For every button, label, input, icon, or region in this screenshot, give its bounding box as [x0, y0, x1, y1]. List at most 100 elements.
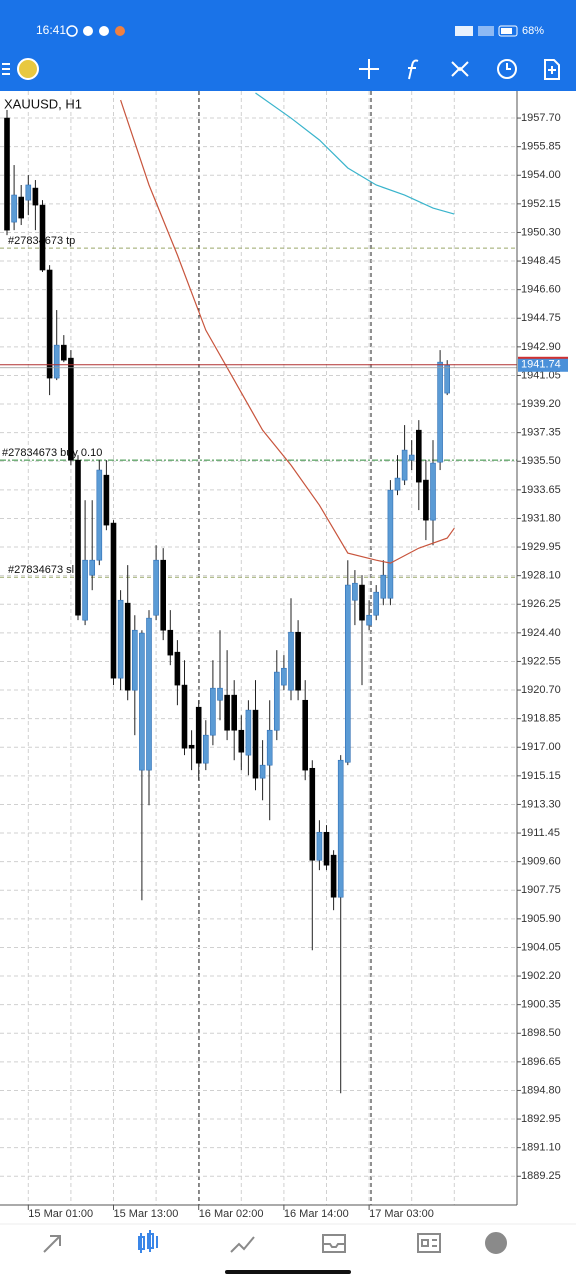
candle-body [302, 699, 309, 771]
x-tick-label: 16 Mar 14:00 [284, 1208, 349, 1220]
candle-body [366, 614, 372, 626]
candle-body [224, 694, 230, 731]
candle-body [210, 687, 216, 736]
candle-body [344, 584, 351, 763]
candle-body [359, 584, 365, 621]
y-tick-label: 1929.95 [521, 541, 561, 553]
candle-body [174, 651, 181, 686]
y-tick-label: 1926.25 [521, 598, 561, 610]
candle-body [415, 429, 422, 483]
timeframe-button[interactable] [497, 59, 517, 79]
candle-body [380, 574, 387, 599]
objects-button[interactable] [451, 61, 469, 77]
y-tick-label: 1911.45 [521, 827, 560, 839]
y-tick-label: 1937.35 [521, 427, 561, 439]
candle-body [124, 602, 131, 691]
order-level-label: #27834673 sl [8, 564, 74, 576]
price-label-top [518, 356, 568, 359]
y-tick-label: 1942.90 [521, 341, 561, 353]
y-tick-label: 1898.50 [521, 1027, 561, 1039]
y-tick-label: 1892.95 [521, 1113, 561, 1125]
y-tick-label: 1889.25 [521, 1170, 561, 1182]
moving-average [255, 92, 455, 215]
candle-body [18, 196, 25, 219]
y-tick-label: 1902.20 [521, 970, 561, 982]
candle-body [75, 459, 81, 616]
x-tick-label: 15 Mar 13:00 [114, 1208, 179, 1220]
candle-body [309, 767, 316, 861]
y-tick-label: 1954.00 [521, 169, 561, 181]
y-tick-label: 1891.10 [521, 1142, 561, 1154]
quotes-tab[interactable] [43, 1235, 61, 1253]
news-tab[interactable] [417, 1233, 441, 1253]
candle-body [238, 729, 245, 753]
y-tick-label: 1920.70 [521, 684, 561, 696]
y-tick-label: 1935.50 [521, 455, 561, 467]
candle-body [217, 687, 223, 701]
y-tick-label: 1946.60 [521, 284, 561, 296]
candle-body [53, 344, 60, 379]
y-tick-label: 1917.00 [521, 741, 561, 753]
candle-body [231, 694, 237, 731]
candle-body [373, 591, 380, 616]
battery: 68% [522, 25, 544, 37]
candle-body [195, 706, 202, 764]
candle-body [82, 559, 88, 621]
candle-body [60, 344, 67, 361]
candle-body [32, 187, 39, 206]
y-tick-label: 1928.10 [521, 570, 561, 582]
price-label: 1941.74 [521, 359, 561, 371]
bottom-nav [43, 1230, 507, 1254]
chart-tab[interactable] [138, 1230, 158, 1253]
price-label-box [518, 357, 568, 372]
y-tick-label: 1948.45 [521, 255, 561, 267]
candle-body [259, 764, 266, 779]
candle-body [25, 184, 32, 201]
candle-body [96, 469, 103, 561]
y-tick-label: 1909.60 [521, 856, 561, 868]
candle-body [68, 357, 74, 461]
candle-body [288, 631, 294, 691]
home-indicator [225, 1270, 351, 1274]
candle-body [117, 599, 124, 679]
candle-body [11, 194, 17, 223]
x-tick-label: 15 Mar 01:00 [28, 1208, 93, 1220]
order-level-label: #27834673 buy 0.10 [2, 447, 102, 459]
candle-body [266, 729, 273, 766]
plot-area: #27834673 tp#27834673 buy 0.10#27834673 … [0, 91, 517, 1205]
crosshair-button[interactable] [359, 59, 379, 79]
candle-body [430, 462, 436, 521]
y-tick-label: 1922.55 [521, 655, 561, 667]
y-tick-label: 1941.05 [521, 369, 561, 381]
candle-body [437, 361, 443, 463]
candle-body [103, 474, 110, 526]
candle-body [330, 854, 337, 898]
candle-body [160, 559, 166, 631]
toolbar [2, 58, 560, 80]
y-tick-label: 1944.75 [521, 312, 561, 324]
candle-body [245, 709, 252, 756]
candle-body [39, 204, 46, 271]
y-tick-label: 1918.85 [521, 713, 561, 725]
logo [17, 58, 39, 80]
candle-body [295, 631, 301, 691]
candle-body [281, 667, 287, 686]
trade-tab[interactable] [230, 1236, 255, 1253]
status-icons [66, 25, 518, 37]
y-tick-label: 1952.15 [521, 198, 561, 210]
candle-body [4, 117, 10, 231]
messages-tab[interactable] [485, 1232, 507, 1254]
indicators-button[interactable] [408, 59, 419, 80]
candle-body [167, 629, 174, 656]
new-order-button[interactable] [544, 59, 560, 80]
moving-average [120, 99, 455, 564]
y-tick-label: 1907.75 [521, 884, 561, 896]
candle-body [323, 831, 330, 866]
y-tick-label: 1896.65 [521, 1056, 561, 1068]
y-tick-label: 1931.80 [521, 512, 561, 524]
history-tab[interactable] [322, 1234, 346, 1253]
y-tick-label: 1955.85 [521, 141, 561, 153]
candle-body [394, 477, 401, 491]
menu-button[interactable] [2, 63, 10, 75]
y-tick-label: 1913.30 [521, 798, 561, 810]
